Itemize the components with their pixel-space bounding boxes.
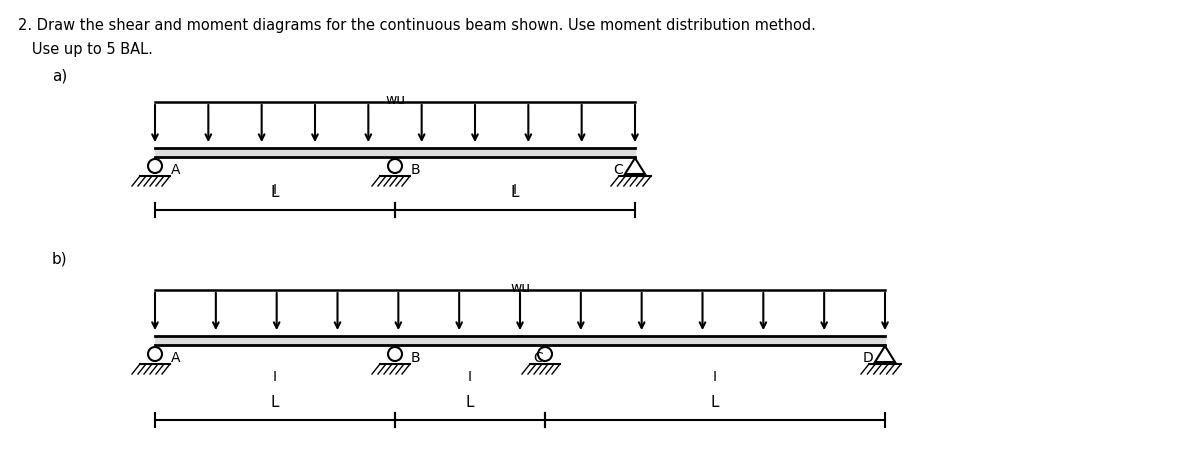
Text: I: I: [514, 183, 517, 197]
Text: I: I: [713, 370, 718, 384]
Text: L: L: [271, 395, 280, 410]
Text: A: A: [172, 351, 180, 365]
Text: I: I: [468, 370, 472, 384]
Text: a): a): [52, 68, 67, 83]
Text: 2. Draw the shear and moment diagrams for the continuous beam shown. Use moment : 2. Draw the shear and moment diagrams fo…: [18, 18, 816, 33]
Text: B: B: [410, 351, 421, 365]
Text: L: L: [271, 185, 280, 200]
Text: I: I: [274, 370, 277, 384]
Text: B: B: [410, 163, 421, 177]
Text: wu: wu: [510, 281, 530, 295]
Text: L: L: [710, 395, 719, 410]
Text: L: L: [466, 395, 474, 410]
Text: A: A: [172, 163, 180, 177]
Text: wu: wu: [385, 93, 406, 107]
Text: b): b): [52, 252, 67, 267]
Text: I: I: [274, 183, 277, 197]
Text: D: D: [863, 351, 874, 365]
Text: Use up to 5 BAL.: Use up to 5 BAL.: [18, 42, 152, 57]
Text: L: L: [511, 185, 520, 200]
Text: C: C: [533, 351, 542, 365]
Text: C: C: [613, 163, 623, 177]
